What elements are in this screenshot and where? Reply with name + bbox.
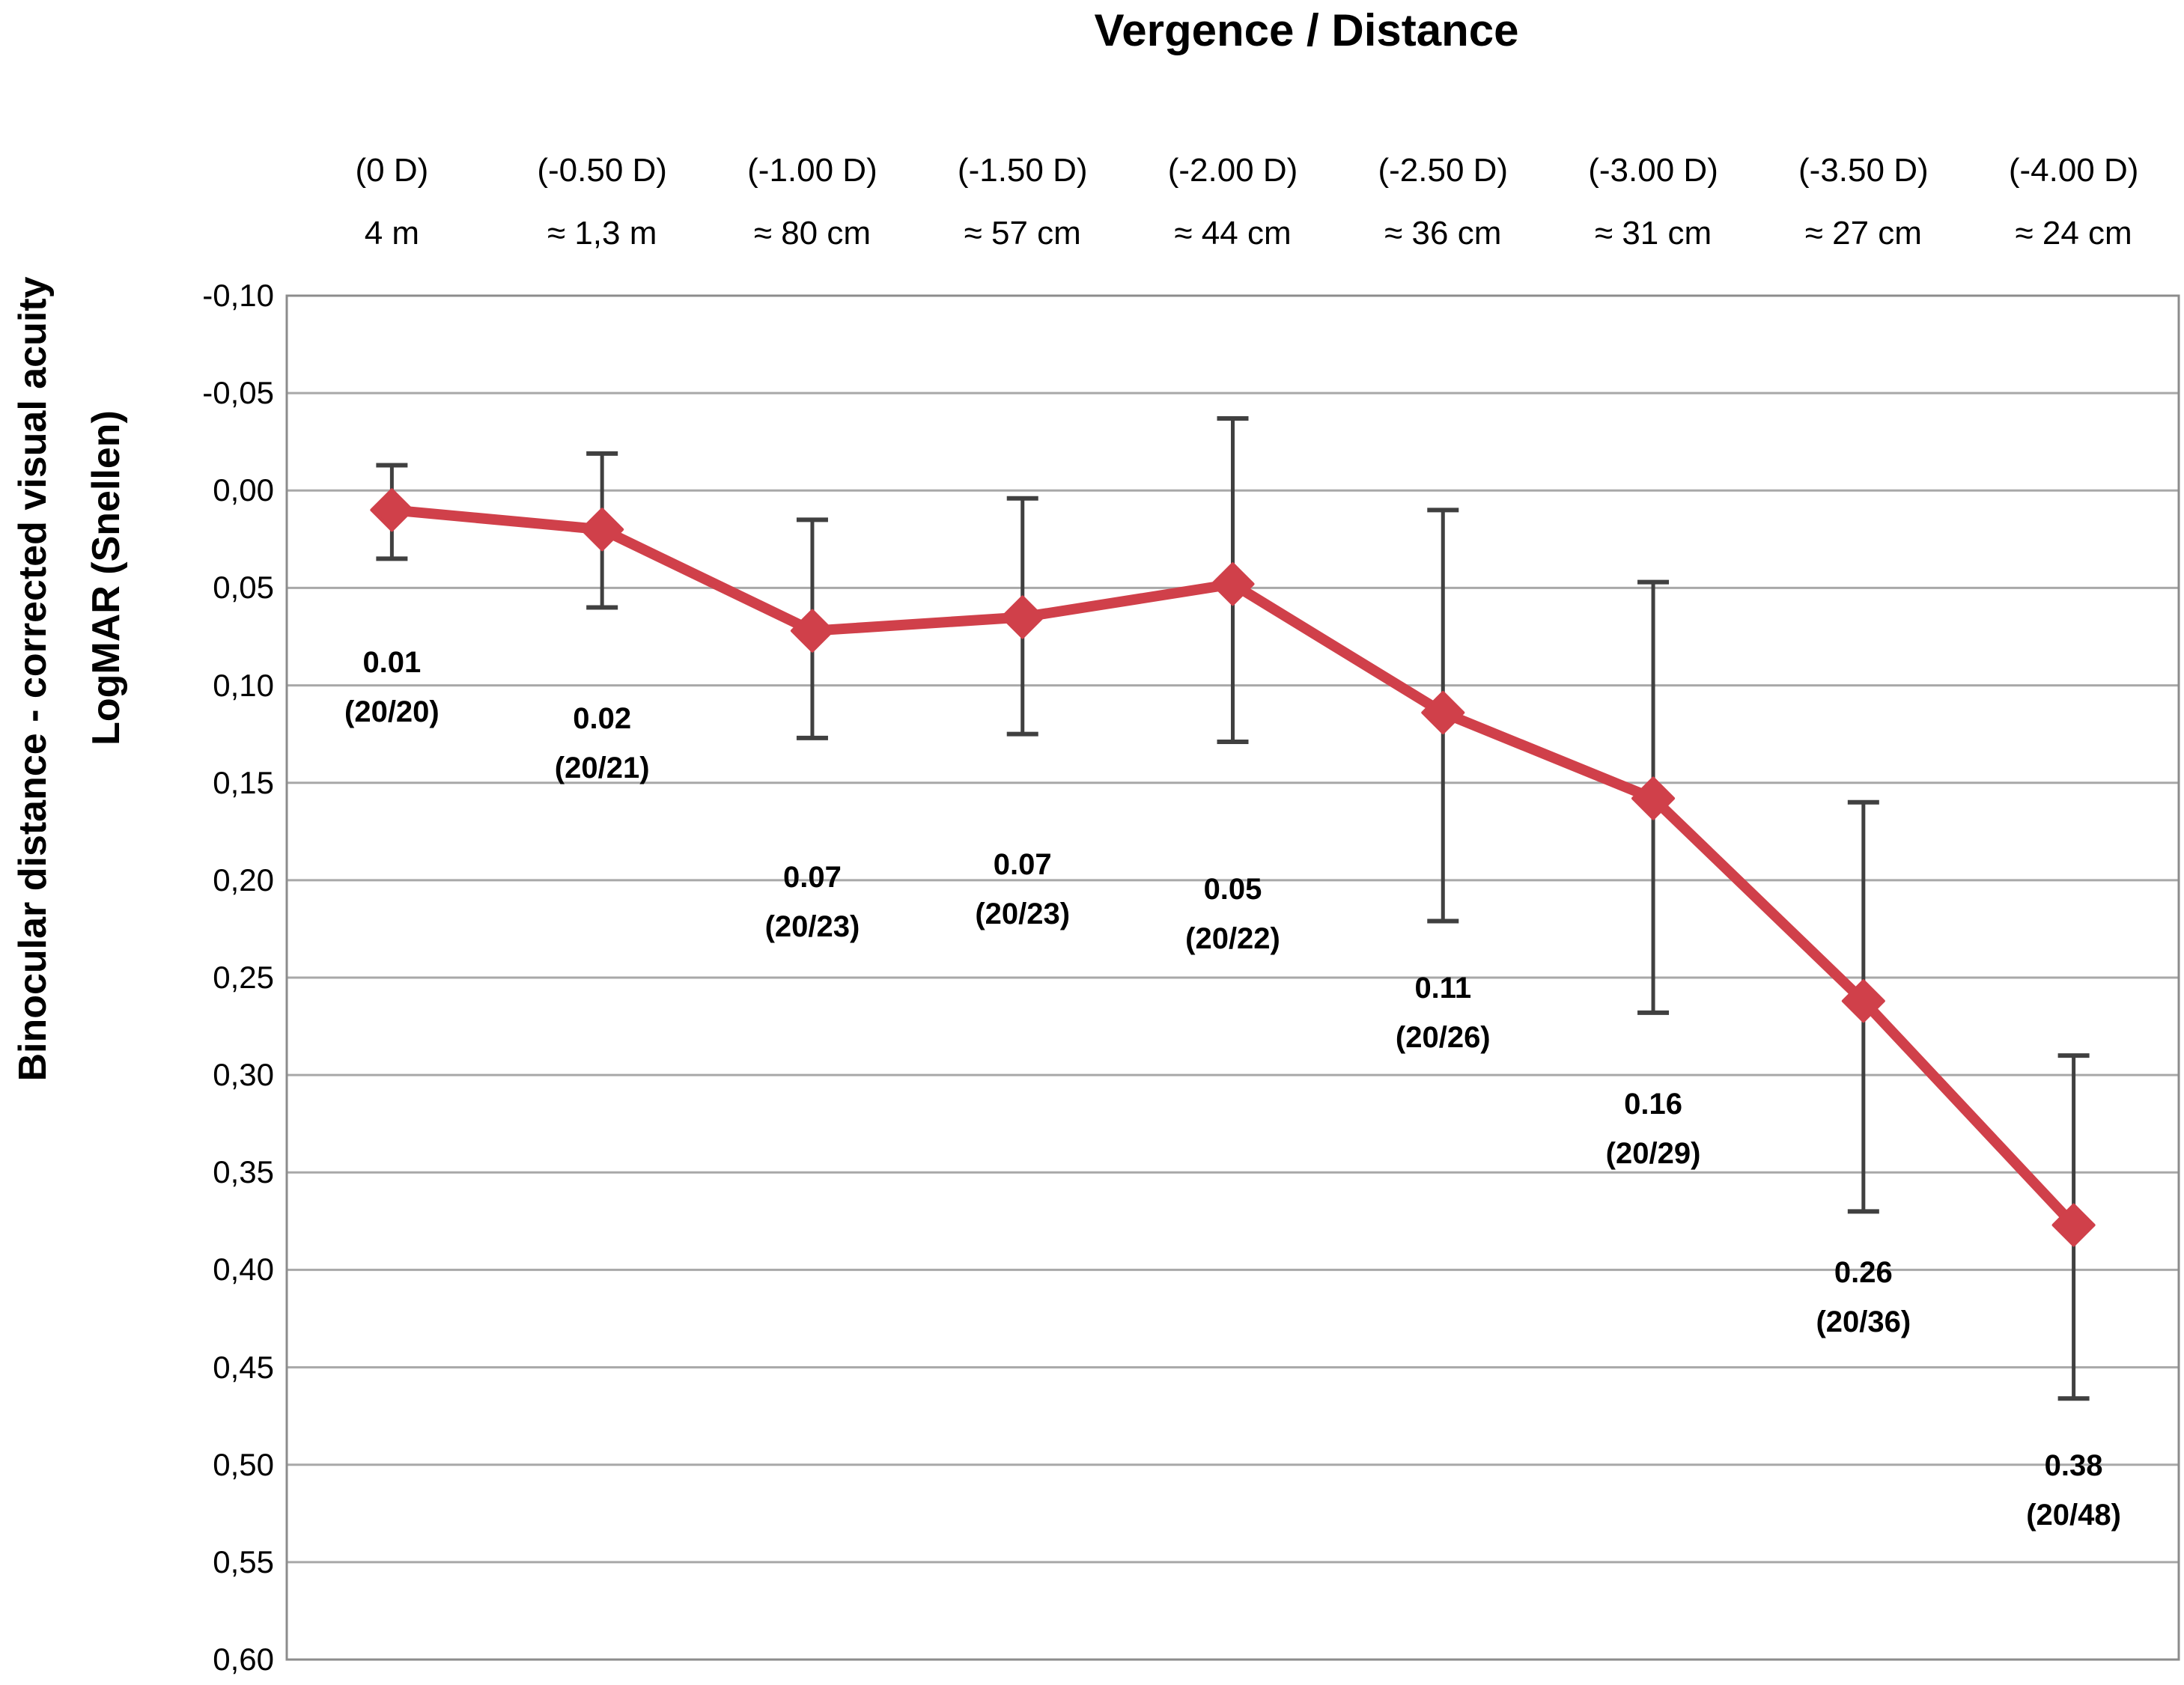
data-point-label: 0.07 (20/23)	[765, 853, 860, 951]
y-tick-label: 0,15	[213, 764, 274, 800]
x-category-dioptre-label: (-3.50 D)	[1798, 152, 1929, 189]
data-point-marker	[1631, 776, 1676, 820]
y-tick-label: 0,40	[213, 1252, 274, 1288]
y-tick-label: 0,60	[213, 1642, 274, 1677]
data-label-snellen: (20/48)	[2026, 1499, 2121, 1532]
data-point-marker	[790, 609, 834, 653]
x-category-distance-label: 4 m	[364, 215, 420, 252]
data-label-value: 0.26	[1834, 1256, 1893, 1289]
x-category-dioptre-label: (-3.00 D)	[1588, 152, 1718, 189]
data-label-snellen: (20/21)	[554, 752, 650, 784]
data-label-value: 0.16	[1624, 1088, 1682, 1121]
data-label-snellen: (20/23)	[764, 910, 860, 943]
plot-border	[285, 294, 2180, 1661]
data-point-marker	[1421, 691, 1465, 735]
y-tick-label: -0,10	[202, 278, 274, 313]
data-label-value: 0.07	[993, 848, 1052, 881]
x-category-distance-label: ≈ 1,3 m	[547, 215, 657, 252]
x-category-distance-label: ≈ 24 cm	[2015, 215, 2132, 252]
y-tick-label: 0,25	[213, 960, 274, 995]
data-label-snellen: (20/29)	[1605, 1137, 1701, 1170]
data-point-label: 0.07 (20/23)	[975, 840, 1070, 939]
y-tick-label: 0,00	[213, 472, 274, 508]
x-category-distance-label: ≈ 31 cm	[1594, 215, 1712, 252]
x-category-distance-label: ≈ 27 cm	[1804, 215, 1922, 252]
x-category-dioptre-label: (0 D)	[355, 152, 429, 189]
x-category-dioptre-label: (-0.50 D)	[537, 152, 667, 189]
data-point-marker	[370, 488, 414, 532]
y-tick-label: 0,45	[213, 1349, 274, 1385]
x-category-distance-label: ≈ 57 cm	[964, 215, 1081, 252]
y-tick-label: 0,20	[213, 862, 274, 898]
y-tick-label: -0,05	[202, 375, 274, 411]
data-point-marker	[1841, 979, 1885, 1023]
data-point-marker	[1211, 562, 1255, 606]
data-point-marker	[580, 508, 624, 552]
x-category-distance-label: ≈ 80 cm	[753, 215, 872, 252]
data-label-snellen: (20/36)	[1816, 1305, 1911, 1338]
y-tick-label: 0,50	[213, 1446, 274, 1482]
data-label-snellen: (20/22)	[1185, 922, 1280, 955]
x-category-dioptre-label: (-4.00 D)	[2008, 152, 2139, 189]
data-point-label: 0.01 (20/20)	[344, 638, 439, 737]
data-point-label: 0.16 (20/29)	[1606, 1079, 1701, 1178]
x-category-distance-label: ≈ 44 cm	[1174, 215, 1292, 252]
x-category-dioptre-label: (-1.00 D)	[747, 152, 877, 189]
data-point-label: 0.26 (20/36)	[1816, 1248, 1911, 1347]
data-point-label: 0.05 (20/22)	[1185, 865, 1280, 963]
data-point-label: 0.02 (20/21)	[555, 694, 650, 793]
x-category-dioptre-label: (-2.00 D)	[1167, 152, 1298, 189]
data-point-label: 0.11 (20/26)	[1396, 963, 1491, 1062]
data-point-marker	[1000, 595, 1044, 639]
y-tick-label: 0,55	[213, 1544, 274, 1579]
data-label-snellen: (20/23)	[975, 898, 1071, 930]
x-category-dioptre-label: (-2.50 D)	[1378, 152, 1509, 189]
data-point-marker	[2051, 1203, 2096, 1247]
data-label-value: 0.05	[1203, 873, 1262, 906]
x-category-dioptre-label: (-1.50 D)	[957, 152, 1088, 189]
data-label-value: 0.01	[362, 646, 422, 679]
y-tick-label: 0,05	[213, 570, 274, 606]
data-label-value: 0.07	[783, 861, 842, 894]
y-tick-label: 0,10	[213, 667, 274, 703]
data-point-label: 0.38 (20/48)	[2026, 1441, 2121, 1540]
y-tick-label: 0,30	[213, 1057, 274, 1093]
data-label-value: 0.02	[573, 702, 632, 735]
x-category-distance-label: ≈ 36 cm	[1384, 215, 1502, 252]
data-label-value: 0.11	[1414, 972, 1472, 1005]
data-label-snellen: (20/20)	[344, 695, 439, 728]
data-label-snellen: (20/26)	[1395, 1021, 1491, 1054]
data-label-value: 0.38	[2044, 1449, 2103, 1482]
chart-title: Vergence / Distance	[1094, 5, 1519, 55]
y-tick-label: 0,35	[213, 1154, 274, 1190]
